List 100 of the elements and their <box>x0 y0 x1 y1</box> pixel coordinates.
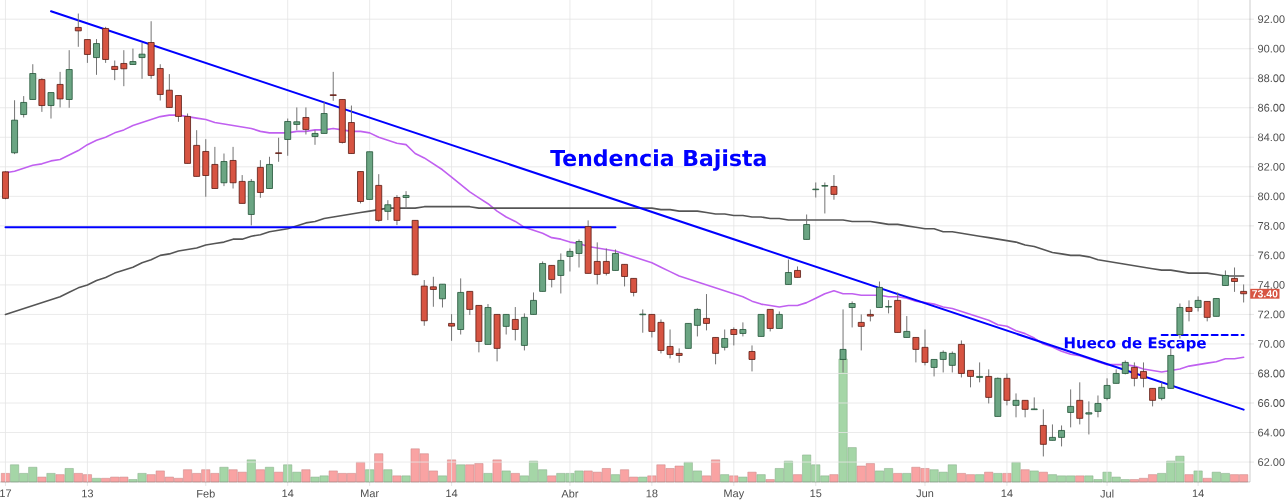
candlestick <box>74 13 82 48</box>
candlestick <box>93 38 100 76</box>
bar <box>301 469 311 483</box>
candlestick <box>1185 299 1193 322</box>
candlestick <box>930 358 938 377</box>
candlestick <box>712 336 719 365</box>
candlestick <box>138 42 146 80</box>
bar <box>392 475 402 483</box>
candlestick <box>630 277 638 297</box>
bar <box>1011 462 1021 483</box>
candlestick <box>830 174 838 201</box>
annotation: Hueco de Escape <box>1064 336 1206 352</box>
candlestick <box>548 264 556 288</box>
bar <box>510 473 520 483</box>
candlestick <box>985 368 993 404</box>
y-tick-label: 68.00 <box>1258 369 1285 378</box>
candlestick <box>1140 361 1147 388</box>
x-tick-label: 13 <box>82 489 94 498</box>
candlestick <box>739 321 747 337</box>
candlestick <box>1094 394 1102 418</box>
candlestick <box>785 259 792 285</box>
bar <box>265 466 274 483</box>
candlestick <box>1194 295 1202 312</box>
y-tick-label: 84.00 <box>1258 133 1285 142</box>
candlestick <box>20 95 28 118</box>
bar <box>456 464 466 483</box>
bar <box>756 474 766 483</box>
x-tick-label: 14 <box>446 489 458 498</box>
candlestick <box>557 252 565 294</box>
candlestick <box>439 283 446 308</box>
bar <box>720 474 730 483</box>
candlestick <box>1203 300 1211 322</box>
candlestick <box>220 153 228 187</box>
candlestick <box>56 71 64 108</box>
bar <box>975 474 985 483</box>
y-tick-label: 78.00 <box>1258 221 1285 230</box>
candlestick <box>766 308 774 332</box>
bar <box>638 476 648 483</box>
candlestick <box>120 49 128 87</box>
y-tick-label: 76.00 <box>1258 251 1285 260</box>
candlestick <box>1030 396 1038 411</box>
candlestick <box>876 281 883 308</box>
bar <box>747 471 757 483</box>
bar <box>1029 470 1039 483</box>
candlestick <box>448 313 455 342</box>
y-tick-label: 90.00 <box>1258 44 1285 53</box>
candlestick <box>275 137 282 163</box>
bar <box>383 469 393 483</box>
candlestick <box>284 118 292 157</box>
candlestick <box>602 247 610 276</box>
candlestick <box>721 328 729 351</box>
bar <box>246 459 256 483</box>
candlestick <box>1240 283 1248 303</box>
bar <box>46 473 56 483</box>
bar <box>984 471 994 483</box>
candlestick <box>821 181 829 214</box>
bar <box>1020 469 1030 483</box>
candlestick <box>1231 266 1238 293</box>
candlestick <box>976 361 984 383</box>
candlestick <box>329 71 337 102</box>
candlestick <box>1158 381 1166 401</box>
x-tick-label: Abr <box>561 489 579 498</box>
candlestick <box>1076 381 1084 425</box>
candlestick <box>703 293 710 331</box>
candlestick <box>229 146 237 190</box>
annotation: Tendencia Bajista <box>550 149 766 171</box>
candlestick <box>593 241 601 285</box>
candlestick <box>693 307 701 337</box>
bar <box>374 453 384 483</box>
candlestick <box>1058 424 1065 447</box>
y-tick-label: 74.00 <box>1258 281 1285 289</box>
bar <box>438 475 447 483</box>
candlestick <box>84 39 91 64</box>
candlestick <box>293 106 301 131</box>
y-tick-label: 70.00 <box>1258 340 1285 348</box>
candlestick <box>511 306 519 341</box>
x-tick-label: 14 <box>1001 489 1013 498</box>
y-tick-label: 88.00 <box>1258 74 1285 83</box>
candlestick <box>612 248 619 271</box>
candlestick <box>175 95 182 123</box>
candlestick <box>111 60 119 81</box>
x-tick-label: 14 <box>282 489 294 498</box>
y-tick-label: 80.00 <box>1258 192 1285 201</box>
bar <box>1075 475 1085 483</box>
candlestick <box>748 344 756 372</box>
candlestick <box>948 350 956 373</box>
candlestick <box>1067 388 1075 428</box>
bar <box>55 474 65 483</box>
candlestick <box>129 48 137 65</box>
candlestick <box>466 290 474 316</box>
y-tick-label: 86.00 <box>1258 103 1285 112</box>
candlestick <box>47 92 55 120</box>
candlestick <box>639 308 647 334</box>
candlestick <box>1039 408 1047 457</box>
y-tick-label: 66.00 <box>1258 399 1285 407</box>
candlestick <box>393 194 401 226</box>
candlestick <box>530 291 537 315</box>
candlestick <box>1130 361 1138 387</box>
bar <box>255 469 265 483</box>
x-tick-label: Jul <box>1100 489 1114 498</box>
